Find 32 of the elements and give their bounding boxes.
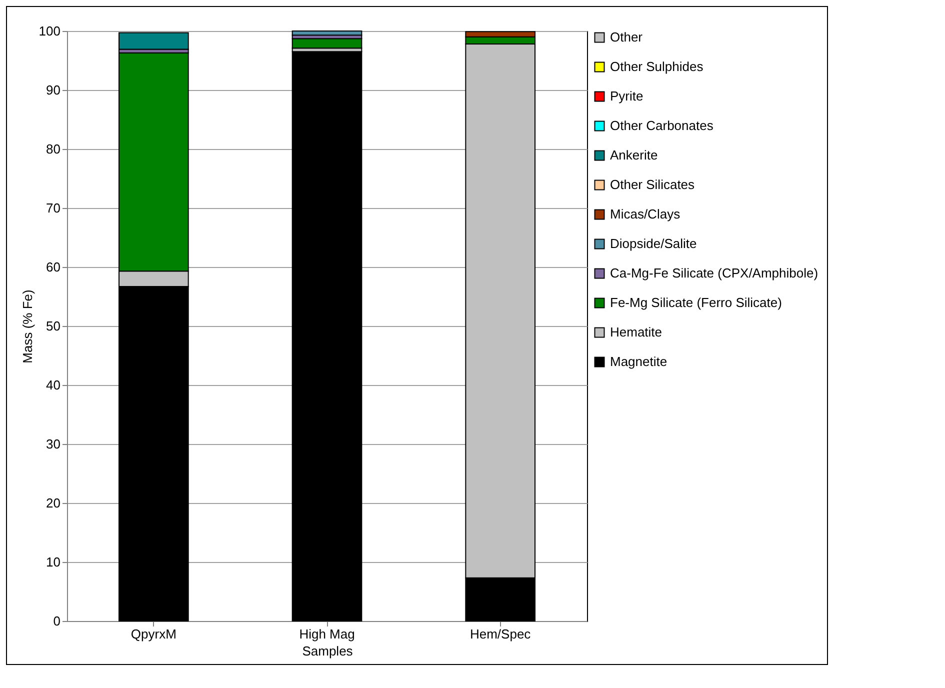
legend-label: Pyrite: [610, 88, 644, 104]
x-axis-title: Samples: [302, 644, 354, 658]
bar: [292, 51, 362, 622]
y-tick-label: 40: [46, 378, 60, 392]
legend-label: Other Sulphides: [610, 59, 704, 74]
legend-label: Other: [610, 30, 644, 44]
y-axis-title: Mass (% Fe): [20, 290, 35, 364]
y-tick-label: 60: [46, 260, 60, 274]
y-tick-label: 80: [46, 142, 60, 156]
legend-label: Ankerite: [610, 148, 658, 162]
y-tick-label: 20: [46, 496, 60, 510]
y-tick-label: 0: [53, 614, 60, 628]
legend-label: Other Carbonates: [610, 118, 714, 133]
legend-label: Diopside/Salite: [610, 236, 697, 251]
legend-label: Fe-Mg Silicate (Ferro Silicate): [610, 295, 782, 310]
bar: [292, 38, 362, 49]
legend-label: Magnetite: [610, 354, 668, 369]
legend-label: Hematite: [610, 324, 662, 340]
bar: [292, 30, 362, 36]
y-tick-label: 50: [46, 318, 60, 334]
x-tick-label: QpyrxM: [130, 626, 176, 642]
y-tick-label: 100: [38, 24, 60, 38]
y-tick-label: 70: [46, 200, 60, 216]
legend-label: Micas/Clays: [610, 206, 681, 222]
y-tick-label: 30: [46, 436, 60, 452]
legend-label: Other Silicates: [610, 177, 696, 192]
x-tick-label: High Mag: [299, 626, 355, 642]
y-tick-label: 10: [46, 554, 60, 570]
bar: [118, 32, 189, 50]
x-tick-label: Hem/Spec: [470, 626, 532, 642]
legend-label: Ca-Mg-Fe Silicate (CPX/Amphibole): [610, 266, 818, 280]
y-tick-label: 90: [46, 82, 60, 98]
